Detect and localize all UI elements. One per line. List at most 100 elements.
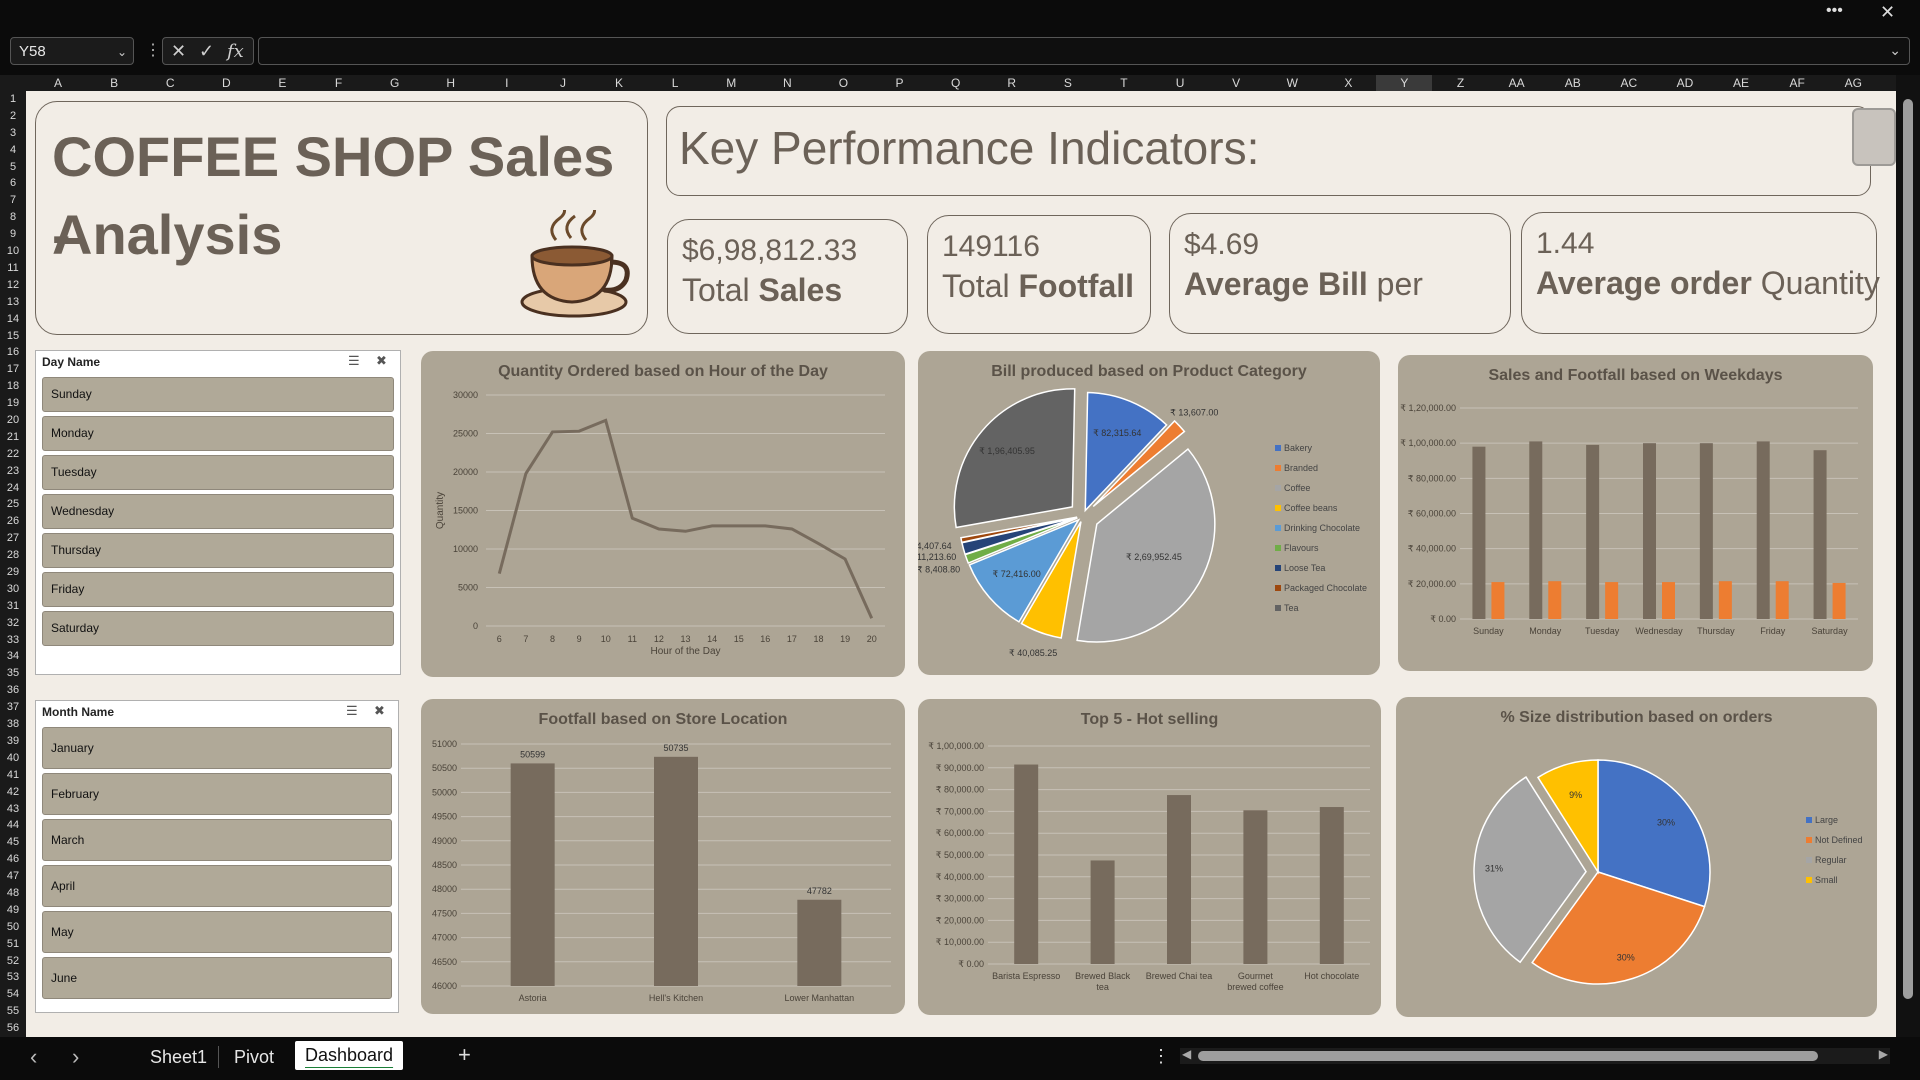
row-header[interactable]: 41 bbox=[6, 768, 20, 781]
column-header[interactable]: Q bbox=[950, 76, 961, 90]
row-header[interactable]: 29 bbox=[6, 566, 20, 578]
horizontal-scrollbar[interactable]: ◀ ▶ bbox=[1180, 1047, 1890, 1064]
tab-options-icon[interactable]: ⋮ bbox=[1152, 1046, 1170, 1066]
row-header[interactable]: 23 bbox=[6, 464, 20, 477]
formula-input[interactable]: ⌄ bbox=[258, 37, 1910, 65]
row-header[interactable]: 30 bbox=[6, 582, 20, 595]
row-header[interactable]: 45 bbox=[6, 836, 20, 849]
column-header[interactable]: J bbox=[559, 76, 566, 90]
row-header[interactable]: 49 bbox=[6, 903, 20, 916]
slicer-item[interactable]: Thursday bbox=[42, 533, 394, 568]
row-header[interactable]: 12 bbox=[6, 278, 20, 291]
slicer-item[interactable]: June bbox=[42, 957, 392, 999]
close-button[interactable]: ✕ bbox=[1880, 2, 1896, 22]
row-header[interactable]: 25 bbox=[6, 498, 20, 511]
column-header[interactable]: AD bbox=[1676, 76, 1694, 90]
column-header[interactable]: Z bbox=[1456, 76, 1465, 90]
column-header[interactable]: G bbox=[389, 76, 400, 90]
tab-dashboard[interactable]: Dashboard bbox=[295, 1041, 404, 1070]
column-header[interactable]: O bbox=[838, 76, 849, 90]
prev-sheet-button[interactable]: ‹ bbox=[30, 1044, 38, 1069]
chevron-down-icon[interactable]: ⌄ bbox=[116, 45, 127, 59]
row-header[interactable]: 55 bbox=[6, 1005, 20, 1018]
insert-function-icon[interactable]: fx bbox=[227, 41, 244, 62]
row-header[interactable]: 34 bbox=[6, 650, 20, 663]
row-header[interactable]: 2 bbox=[9, 109, 17, 122]
slicer-item[interactable]: February bbox=[42, 773, 392, 815]
row-header[interactable]: 35 bbox=[6, 667, 20, 680]
column-header[interactable]: AC bbox=[1620, 76, 1638, 90]
add-sheet-button[interactable]: + bbox=[458, 1042, 471, 1067]
column-header[interactable]: AA bbox=[1508, 76, 1525, 90]
enter-icon[interactable]: ✓ bbox=[199, 41, 215, 61]
vertical-scrollbar[interactable] bbox=[1896, 75, 1920, 1037]
slicer-item[interactable]: Wednesday bbox=[42, 494, 394, 529]
column-header[interactable]: C bbox=[165, 76, 175, 90]
row-header[interactable]: 15 bbox=[6, 329, 20, 342]
slicer-item[interactable]: March bbox=[42, 819, 392, 861]
column-header[interactable]: AE bbox=[1733, 76, 1750, 90]
formula-bar-options-icon[interactable]: ⋮ bbox=[145, 42, 161, 59]
name-box[interactable]: Y58 ⌄ bbox=[10, 37, 134, 65]
row-header[interactable]: 44 bbox=[6, 819, 20, 832]
row-header[interactable]: 56 bbox=[6, 1022, 20, 1035]
row-header[interactable]: 31 bbox=[6, 599, 20, 612]
column-header[interactable]: I bbox=[505, 76, 509, 90]
column-header[interactable]: M bbox=[726, 76, 737, 90]
column-header[interactable]: A bbox=[54, 76, 63, 90]
slicer-item[interactable]: Saturday bbox=[42, 611, 394, 646]
column-header[interactable]: R bbox=[1007, 76, 1017, 90]
column-header[interactable]: T bbox=[1120, 76, 1128, 90]
row-header[interactable]: 36 bbox=[6, 684, 20, 697]
column-header[interactable]: AG bbox=[1844, 76, 1862, 90]
row-header[interactable]: 52 bbox=[6, 954, 20, 967]
column-header[interactable]: AB bbox=[1564, 76, 1581, 90]
row-header[interactable]: 11 bbox=[7, 261, 19, 274]
scroll-left-icon[interactable]: ◀ bbox=[1182, 1047, 1192, 1061]
tab-sheet1[interactable]: Sheet1 bbox=[150, 1047, 208, 1067]
row-header[interactable]: 46 bbox=[6, 853, 20, 866]
more-options-button[interactable]: ••• bbox=[1826, 2, 1843, 19]
slicer-item[interactable]: Monday bbox=[42, 416, 394, 451]
column-header[interactable]: L bbox=[671, 76, 679, 90]
row-header[interactable]: 26 bbox=[6, 515, 20, 528]
slicer-item[interactable]: January bbox=[42, 727, 392, 769]
row-header[interactable]: 18 bbox=[6, 380, 20, 393]
row-header[interactable]: 51 bbox=[6, 937, 20, 950]
tab-pivot[interactable]: Pivot bbox=[234, 1047, 275, 1067]
brush-icon[interactable] bbox=[1852, 108, 1896, 166]
expand-formula-bar-icon[interactable]: ⌄ bbox=[1889, 42, 1901, 58]
row-header[interactable]: 6 bbox=[9, 177, 17, 190]
clear-filter-icon[interactable]: ✖ bbox=[374, 703, 385, 718]
column-header[interactable]: E bbox=[278, 76, 287, 90]
row-header[interactable]: 43 bbox=[6, 802, 20, 815]
row-header[interactable]: 28 bbox=[6, 549, 20, 562]
row-header[interactable]: 14 bbox=[6, 312, 20, 325]
slicer-item[interactable]: Friday bbox=[42, 572, 394, 607]
scrollbar-thumb[interactable] bbox=[1198, 1051, 1818, 1061]
column-header[interactable]: S bbox=[1063, 76, 1072, 90]
clear-filter-icon[interactable]: ✖ bbox=[376, 353, 387, 368]
row-header[interactable]: 33 bbox=[6, 633, 20, 646]
row-header[interactable]: 54 bbox=[6, 988, 20, 1001]
column-header[interactable]: AF bbox=[1789, 76, 1805, 90]
row-header[interactable]: 20 bbox=[6, 413, 20, 426]
column-header[interactable]: F bbox=[334, 76, 343, 90]
row-header[interactable]: 50 bbox=[6, 920, 20, 933]
row-header[interactable]: 39 bbox=[6, 734, 20, 747]
column-header[interactable]: W bbox=[1286, 76, 1298, 90]
column-header[interactable]: U bbox=[1175, 76, 1185, 90]
column-header[interactable]: B bbox=[110, 76, 119, 90]
slicer-item[interactable]: Sunday bbox=[42, 377, 394, 412]
slicer-item[interactable]: Tuesday bbox=[42, 455, 394, 490]
column-header[interactable]: D bbox=[222, 76, 231, 90]
multi-select-icon[interactable]: ☰ bbox=[348, 353, 360, 368]
slicer-item[interactable]: April bbox=[42, 865, 392, 907]
row-header[interactable]: 22 bbox=[6, 447, 20, 460]
row-header[interactable]: 4 bbox=[9, 143, 17, 156]
row-header[interactable]: 5 bbox=[9, 160, 17, 173]
row-header[interactable]: 37 bbox=[6, 701, 20, 714]
row-header[interactable]: 53 bbox=[6, 971, 20, 984]
row-header[interactable]: 38 bbox=[6, 718, 20, 731]
row-header[interactable]: 1 bbox=[9, 93, 17, 105]
